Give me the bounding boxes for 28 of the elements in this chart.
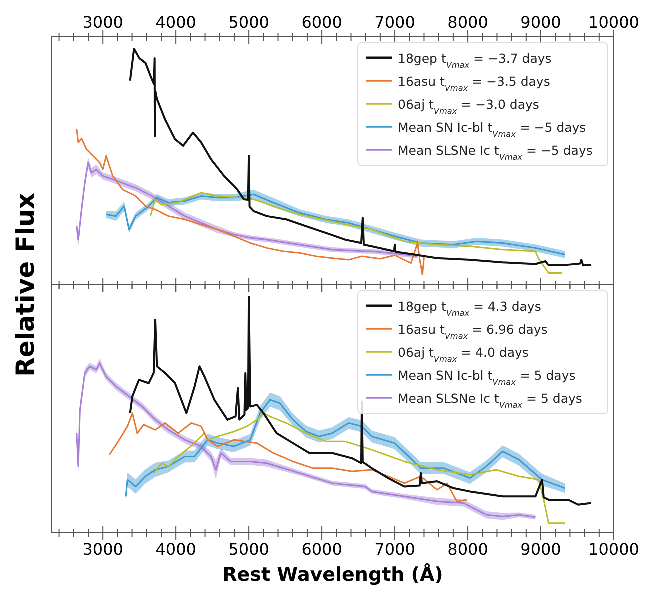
legend-label: 06aj t$_{Vmax}$ = 4.0 days (398, 345, 529, 364)
x2-tick-label: 6000 (302, 13, 342, 32)
x2-tick-label: 9000 (520, 13, 562, 32)
x-tick-label: 6000 (302, 540, 342, 559)
x-tick-label: 3000 (82, 540, 124, 559)
x-tick-label: 8000 (448, 540, 488, 559)
legend-label: Mean SLSNe Ic t$_{Vmax}$ = 5 days (398, 391, 582, 410)
x2-tick-label: 4000 (156, 13, 196, 32)
x-axis-title: Rest Wavelength (Å) (222, 563, 444, 586)
x-tick-label: 4000 (156, 540, 196, 559)
legend-label: 16asu t$_{Vmax}$ = 6.96 days (398, 322, 548, 341)
legend-label: 16asu t$_{Vmax}$ = −3.5 days (398, 74, 550, 93)
x-tick-label: 10000 (588, 540, 640, 559)
legend-label: Mean SN Ic-bl t$_{Vmax}$ = 5 days (398, 368, 576, 387)
x2-tick-label: 8000 (448, 13, 488, 32)
x2-tick-label: 10000 (588, 13, 640, 32)
x2-tick-label: 3000 (82, 13, 124, 32)
x-tick-label: 7000 (374, 540, 416, 559)
x-tick-label: 5000 (228, 540, 270, 559)
y-axis-title: Relative Flux (11, 193, 40, 377)
legend-label: 06aj t$_{Vmax}$ = −3.0 days (398, 97, 540, 116)
x2-tick-label: 5000 (228, 13, 270, 32)
legend-label: Mean SN Ic-bl t$_{Vmax}$ = −5 days (398, 120, 586, 139)
legend-label: 18gep t$_{Vmax}$ = 4.3 days (398, 299, 542, 318)
legend-label: Mean SLSNe Ic t$_{Vmax}$ = −5 days (398, 143, 593, 162)
legend-label: 18gep t$_{Vmax}$ = −3.7 days (398, 51, 552, 70)
x-tick-label: 9000 (520, 540, 562, 559)
x2-tick-label: 7000 (374, 13, 416, 32)
